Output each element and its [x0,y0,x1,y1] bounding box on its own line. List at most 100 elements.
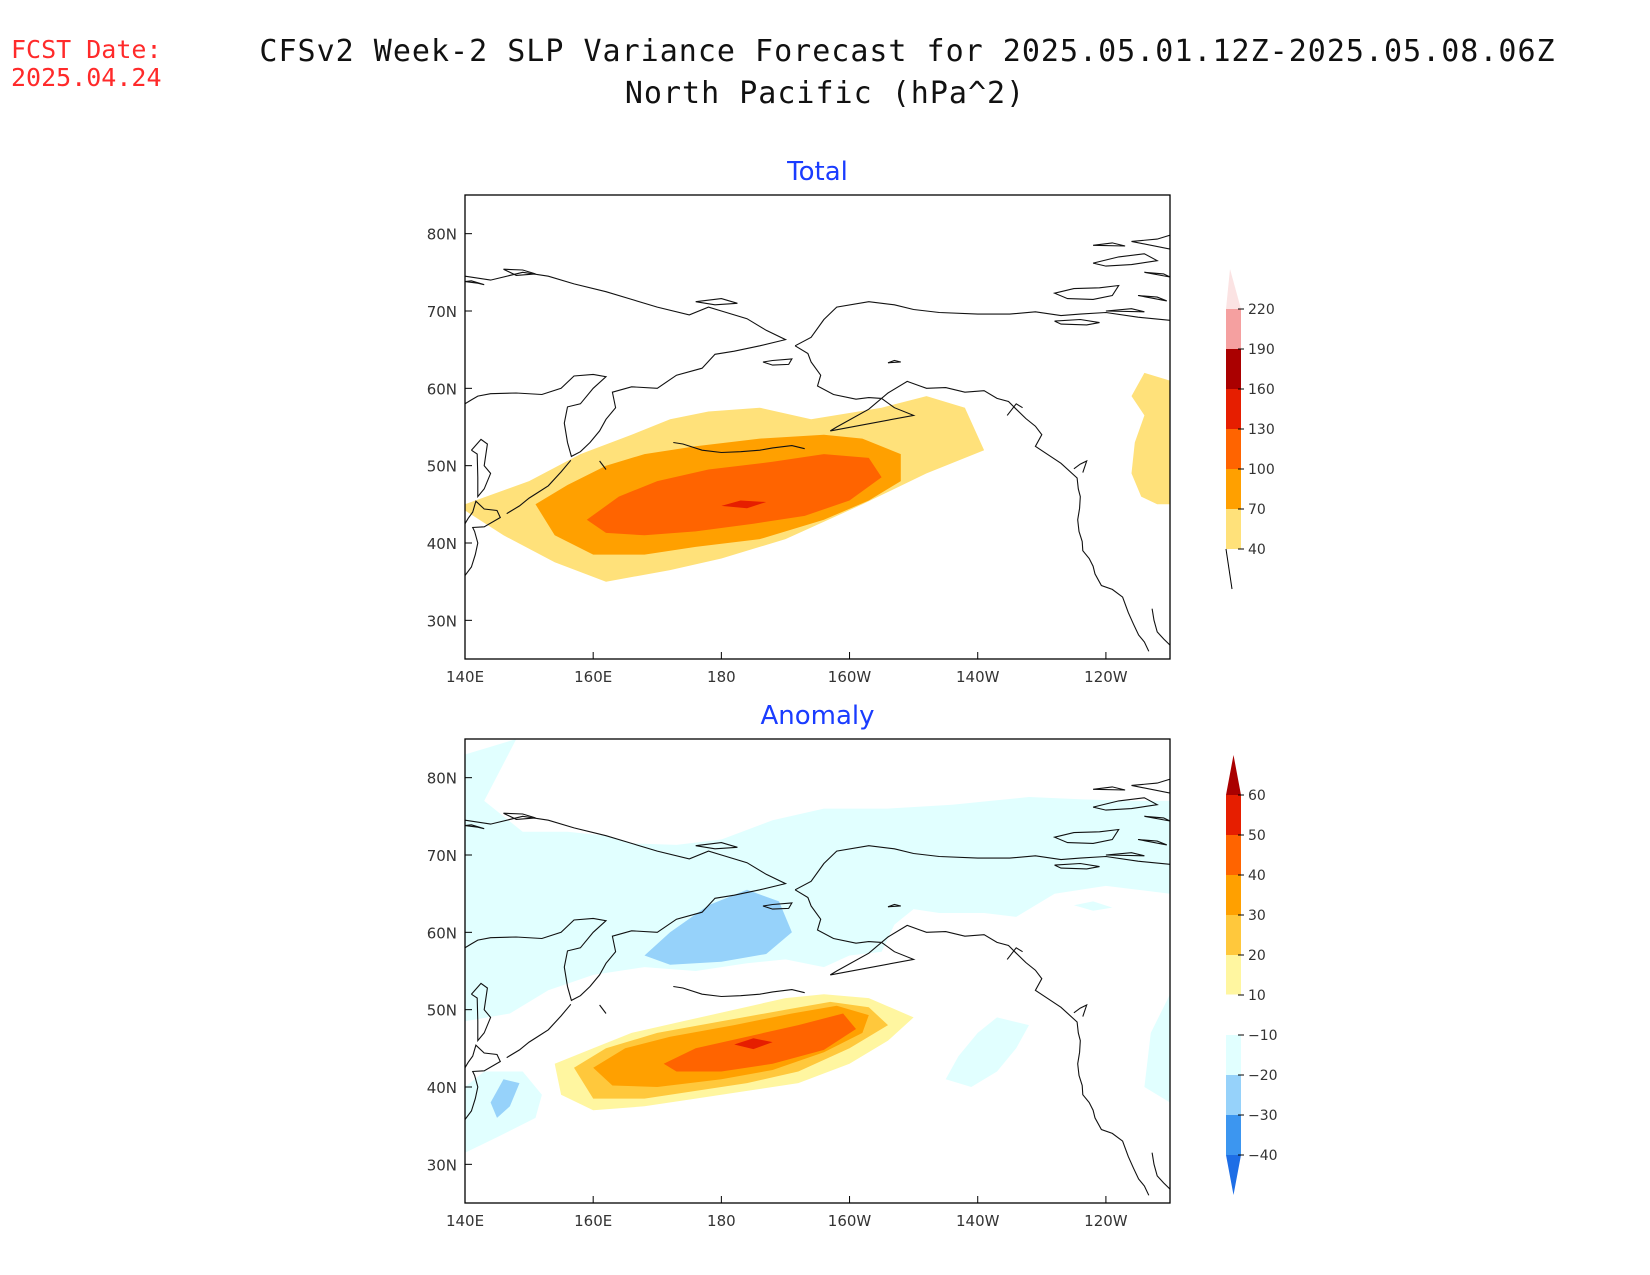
colorbar-arrow-bottom [1226,1155,1241,1195]
coastlines [465,234,1170,652]
lon-label: 140W [956,668,1000,686]
coastline [794,889,1150,1196]
lat-label: 40N [427,1079,457,1097]
island [1093,242,1126,247]
panel-title: Total [786,157,848,187]
coastline [1151,1152,1170,1190]
lat-label: 80N [427,226,457,244]
colorbar: 220 190 160 130 100 70 40 [1225,269,1275,590]
lat-label: 50N [427,458,457,476]
island [1137,838,1168,846]
colorbar-label: −20 [1248,1068,1278,1084]
lon-label: 120W [1084,668,1128,686]
coastline [1006,403,1023,416]
coastline [506,459,572,515]
contour-fills [465,372,1170,582]
fcst-date: 2025.04.24 [11,63,162,92]
map-frame [464,738,1171,1204]
island [503,268,536,276]
panel-total: 80N 70N 60N 50N 40N 30N 140E 160E 180 160W 140W 120… [427,157,1275,686]
lat-label: 30N [427,612,457,630]
colorbar-label: 130 [1248,422,1275,438]
coastline [599,460,607,470]
fcst-label: FCST Date: [11,35,162,64]
coastline [1073,1003,1088,1017]
colorbar-segment [1226,795,1241,835]
colorbar-segment [1226,1115,1241,1155]
colorbar-segment [1226,835,1241,875]
colorbar-label: 40 [1248,542,1266,558]
coastline [470,438,492,499]
island [762,902,793,910]
coastline [1151,608,1170,646]
anomaly-fill [945,1017,1029,1087]
lat-label: 80N [427,770,457,788]
colorbar-segment [1226,309,1241,349]
lon-label: 160W [828,668,872,686]
colorbar-label: 30 [1248,908,1266,924]
island [1093,786,1126,791]
coastline [673,441,805,454]
island [1131,234,1170,250]
fcst-date-label: FCST Date: 2025.04.24 [11,36,162,92]
colorbar-label: −10 [1248,1028,1278,1044]
island [465,824,485,830]
coastline [506,1003,572,1059]
island [1137,294,1168,302]
colorbar-segment [1226,955,1241,995]
colorbar-label: 160 [1248,382,1275,398]
anomaly-fill [465,739,1170,1103]
colorbar-segment [1226,875,1241,915]
figure-title: CFSv2 Week-2 SLP Variance Forecast for 2… [259,34,1556,69]
colorbar-label: 100 [1248,462,1275,478]
lon-label: 160E [574,1212,612,1230]
colorbar-label: 20 [1248,948,1266,964]
lon-label: 180 [707,668,736,686]
panel-title: Anomaly [760,701,874,731]
island [887,359,901,364]
anomaly-fill [644,889,792,965]
colorbar-segment [1226,349,1241,389]
island [762,358,793,366]
lat-label: 30N [427,1156,457,1174]
coastline [465,500,502,576]
island [1054,862,1100,870]
colorbar-label: 10 [1248,988,1266,1004]
coastline [1006,947,1023,960]
island [1144,815,1170,822]
colorbar-segment [1226,389,1241,429]
lat-label: 60N [427,924,457,942]
island [1092,253,1159,267]
colorbar-label: −30 [1248,1108,1278,1124]
colorbar-label: 60 [1248,788,1266,804]
lon-label: 140E [446,1212,484,1230]
island [695,842,738,850]
island [1092,797,1159,811]
island [1052,284,1120,300]
colorbar-label: 70 [1248,502,1266,518]
colorbar-segment [1226,469,1241,509]
colorbar-segment [1226,1035,1241,1075]
colorbar-arrow-top [1226,269,1241,309]
colorbar-segment [1226,509,1241,549]
island [695,298,738,306]
anomaly-fill [490,1079,520,1118]
lat-label: 70N [427,847,457,865]
colorbar-label: 40 [1248,868,1266,884]
island [1054,318,1100,326]
island [1105,308,1145,313]
colorbar-label: −40 [1248,1148,1278,1164]
contour-level-130 [721,500,767,509]
coastline [470,982,492,1043]
island [1144,271,1170,278]
anomaly-fill [1073,901,1113,911]
colorbar-segment [1225,994,1242,1036]
figure-subtitle: North Pacific (hPa^2) [624,76,1026,111]
coastline [599,1004,607,1014]
coastline [465,815,788,1002]
lon-label: 160E [574,668,612,686]
colorbar-label: 50 [1248,828,1266,844]
panel-anomaly: 80N 70N 60N 50N 40N 30N 140E 160E 180 160W 140W 120… [427,701,1278,1230]
contour-level-40 [1131,372,1170,505]
